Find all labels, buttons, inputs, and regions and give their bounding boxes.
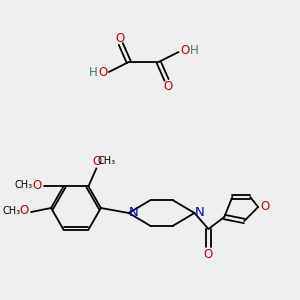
Text: CH₃: CH₃ xyxy=(2,206,20,216)
Text: H: H xyxy=(88,67,97,80)
Text: CH₃: CH₃ xyxy=(97,156,116,166)
Text: O: O xyxy=(204,248,213,260)
Text: N: N xyxy=(195,206,204,220)
Text: O: O xyxy=(180,44,189,58)
Text: CH₃: CH₃ xyxy=(15,180,33,190)
Text: O: O xyxy=(32,179,41,192)
Text: N: N xyxy=(129,206,139,220)
Text: O: O xyxy=(260,200,270,214)
Text: O: O xyxy=(163,80,172,92)
Text: H: H xyxy=(190,44,199,58)
Text: O: O xyxy=(20,205,29,218)
Text: O: O xyxy=(115,32,124,44)
Text: O: O xyxy=(98,67,107,80)
Text: O: O xyxy=(93,155,102,168)
